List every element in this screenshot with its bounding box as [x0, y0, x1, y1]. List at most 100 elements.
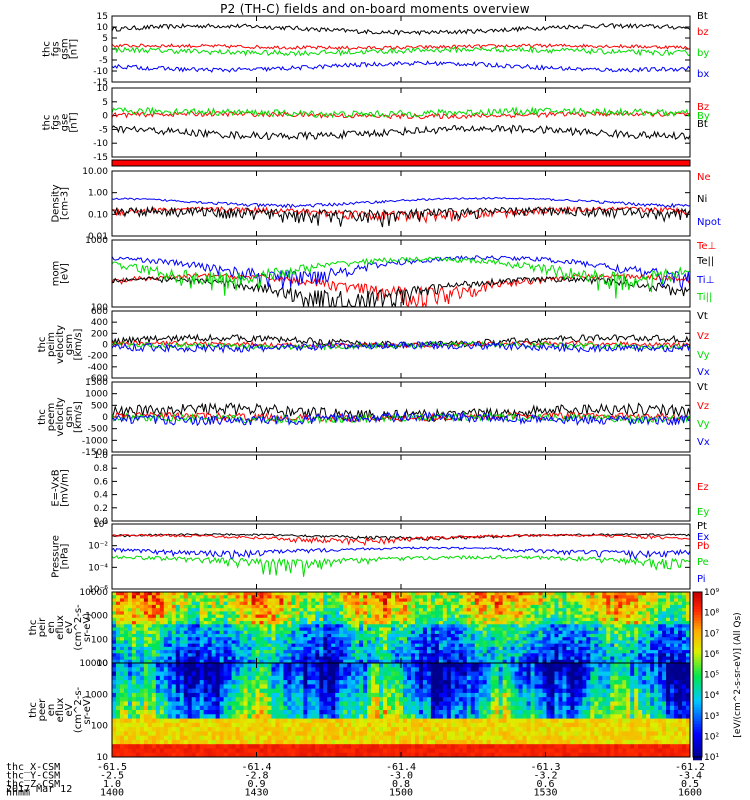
- spectrogram-cell: [203, 653, 209, 658]
- spectrogram-cell: [534, 614, 540, 619]
- spectrogram-cell: [179, 598, 185, 603]
- spectrogram-cell: [426, 598, 432, 603]
- spectrogram-cell: [538, 656, 544, 661]
- spectrogram-cell: [590, 624, 595, 629]
- spectrogram-cell: [351, 646, 356, 651]
- spectrogram-cell: [367, 735, 372, 741]
- spectrogram-cell: [243, 650, 249, 654]
- spectrogram-cell: [259, 637, 265, 642]
- spectrogram-cell: [155, 617, 161, 622]
- spectrogram-cell: [112, 722, 117, 728]
- spectrogram-cell: [434, 643, 440, 648]
- spectrogram-cell: [311, 680, 316, 685]
- spectrogram-cell: [311, 697, 316, 703]
- spectrogram-cell: [187, 675, 193, 681]
- spectrogram-cell: [594, 608, 599, 612]
- spectrogram-cell: [650, 650, 655, 654]
- spectrogram-cell: [239, 722, 245, 728]
- spectrogram-cell: [634, 650, 639, 654]
- spectrogram-cell: [406, 627, 412, 632]
- spectrogram-cell: [283, 624, 288, 629]
- spectrogram-cell: [351, 727, 356, 732]
- spectrogram-cell: [618, 643, 623, 648]
- spectrogram-cell: [267, 592, 273, 596]
- spectrogram-cell: [167, 611, 173, 616]
- spectrogram-cell: [255, 656, 261, 661]
- spectrogram-cell: [339, 748, 344, 754]
- spectrogram-cell: [319, 656, 324, 661]
- spectrogram-cell: [135, 684, 141, 690]
- spectrogram-cell: [179, 692, 185, 698]
- spectrogram-cell: [654, 611, 659, 616]
- spectrogram-cell: [391, 617, 396, 622]
- spectrogram-cell: [195, 718, 201, 724]
- spectrogram-cell: [375, 604, 380, 609]
- spectrogram-cell: [223, 735, 229, 741]
- spectrogram-cell: [347, 675, 352, 681]
- spectrogram-cell: [618, 595, 623, 600]
- spectrogram-cell: [458, 601, 464, 606]
- spectrogram-cell: [271, 637, 277, 642]
- spectrogram-cell: [279, 640, 285, 645]
- spectrogram-cell: [295, 714, 300, 720]
- spectrogram-cell: [359, 667, 364, 673]
- spectrogram-cell: [179, 617, 185, 622]
- spectrogram-cell: [303, 617, 308, 622]
- spectrogram-cell: [175, 680, 181, 685]
- spectrogram-cell: [159, 624, 165, 629]
- spectrogram-cell: [426, 650, 432, 654]
- spectrogram-cell: [359, 653, 364, 658]
- spectrogram-cell: [279, 650, 285, 654]
- spectrogram-cell: [135, 630, 141, 635]
- spectrogram-cell: [355, 671, 360, 677]
- spectrogram-cell: [191, 646, 197, 651]
- spectrogram-cell: [422, 627, 428, 632]
- spectrogram-cell: [315, 748, 320, 754]
- spectrogram-cell: [562, 640, 568, 645]
- spectrogram-cell: [363, 663, 368, 668]
- spectrogram-cell: [239, 684, 245, 690]
- spectrogram-cell: [167, 680, 173, 685]
- spectrogram-cell: [582, 656, 587, 661]
- spectrogram-cell: [223, 627, 229, 632]
- spectrogram-cell: [187, 671, 193, 677]
- spectrogram-cell: [175, 627, 181, 632]
- spectrogram-cell: [227, 637, 233, 642]
- spectrogram-cell: [299, 595, 304, 600]
- spectrogram-cell: [482, 621, 488, 625]
- spectrogram-cell: [183, 739, 189, 745]
- spectrogram-cell: [307, 684, 312, 690]
- spectrogram-cell: [119, 630, 125, 635]
- spectrogram-cell: [470, 621, 476, 625]
- spectrogram-cell: [327, 633, 332, 638]
- spectrogram-cell: [383, 656, 388, 661]
- spectrogram-cell: [135, 688, 141, 694]
- spectrogram-cell: [478, 604, 484, 609]
- spectrogram-cell: [323, 659, 328, 663]
- spectrogram-cell: [610, 595, 615, 600]
- spectrogram-cell: [231, 675, 237, 681]
- spectrogram-cell: [151, 650, 157, 654]
- spectrogram-cell: [291, 710, 296, 715]
- spectrogram-cell: [682, 621, 687, 625]
- spectrogram-cell: [442, 624, 448, 629]
- spectrogram-cell: [367, 617, 372, 622]
- spectrogram-cell: [187, 617, 193, 622]
- spectrogram-cell: [678, 614, 683, 619]
- spectrogram-cell: [526, 640, 532, 645]
- spectrogram-cell: [678, 637, 683, 642]
- spectrogram-cell: [159, 722, 165, 728]
- spectrogram-cell: [422, 595, 428, 600]
- spectrogram-cell: [291, 604, 296, 609]
- spectrogram-cell: [191, 688, 197, 694]
- spectrogram-cell: [323, 710, 328, 715]
- spectrogram-cell: [211, 659, 217, 663]
- spectrogram-cell: [195, 714, 201, 720]
- spectrogram-cell: [399, 604, 404, 609]
- spectrogram-cell: [135, 710, 141, 715]
- spectrogram-cell: [175, 640, 181, 645]
- spectrogram-cell: [123, 598, 129, 603]
- spectrogram-cell: [363, 637, 368, 642]
- spectrogram-cell: [183, 646, 189, 651]
- spectrogram-cell: [582, 637, 587, 642]
